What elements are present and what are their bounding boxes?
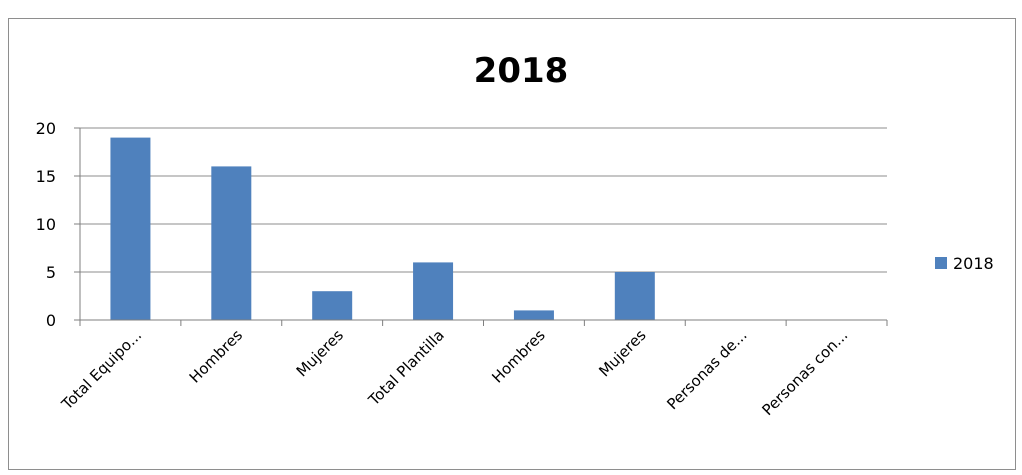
x-tick-label: Total Plantilla — [364, 326, 448, 410]
axes — [79, 128, 888, 326]
x-tick-labels: Total Equipo... Hombres Mujeres Total Plant… — [57, 326, 851, 419]
bar — [312, 291, 353, 320]
y-tick-label: 20 — [36, 119, 56, 138]
bar — [110, 137, 151, 320]
x-tick-label: Mujeres — [595, 326, 649, 380]
chart-title: 2018 — [474, 51, 569, 91]
x-tick-label: Personas de... — [663, 326, 750, 413]
chart-frame — [8, 18, 1016, 470]
bar — [211, 166, 252, 320]
x-tick-label: Mujeres — [293, 326, 347, 380]
x-tick-label: Total Equipo... — [57, 326, 145, 414]
bar — [413, 262, 454, 320]
y-tick-label: 15 — [36, 167, 56, 186]
legend-swatch — [935, 257, 947, 269]
y-tick-label: 10 — [36, 215, 56, 234]
bars — [110, 137, 655, 320]
y-tick-labels: 0 5 10 15 20 — [36, 119, 56, 330]
x-tick-label: Personas con... — [758, 326, 851, 419]
y-tick-label: 5 — [46, 263, 56, 282]
bar — [513, 310, 554, 320]
y-tick-label: 0 — [46, 311, 56, 330]
legend-label: 2018 — [953, 254, 994, 273]
legend: 2018 — [935, 254, 994, 273]
bar — [614, 272, 655, 320]
x-tick-label: Hombres — [186, 326, 247, 387]
sheet-background — [0, 0, 1022, 18]
gridlines — [74, 127, 887, 321]
x-tick-label: Hombres — [488, 326, 549, 387]
